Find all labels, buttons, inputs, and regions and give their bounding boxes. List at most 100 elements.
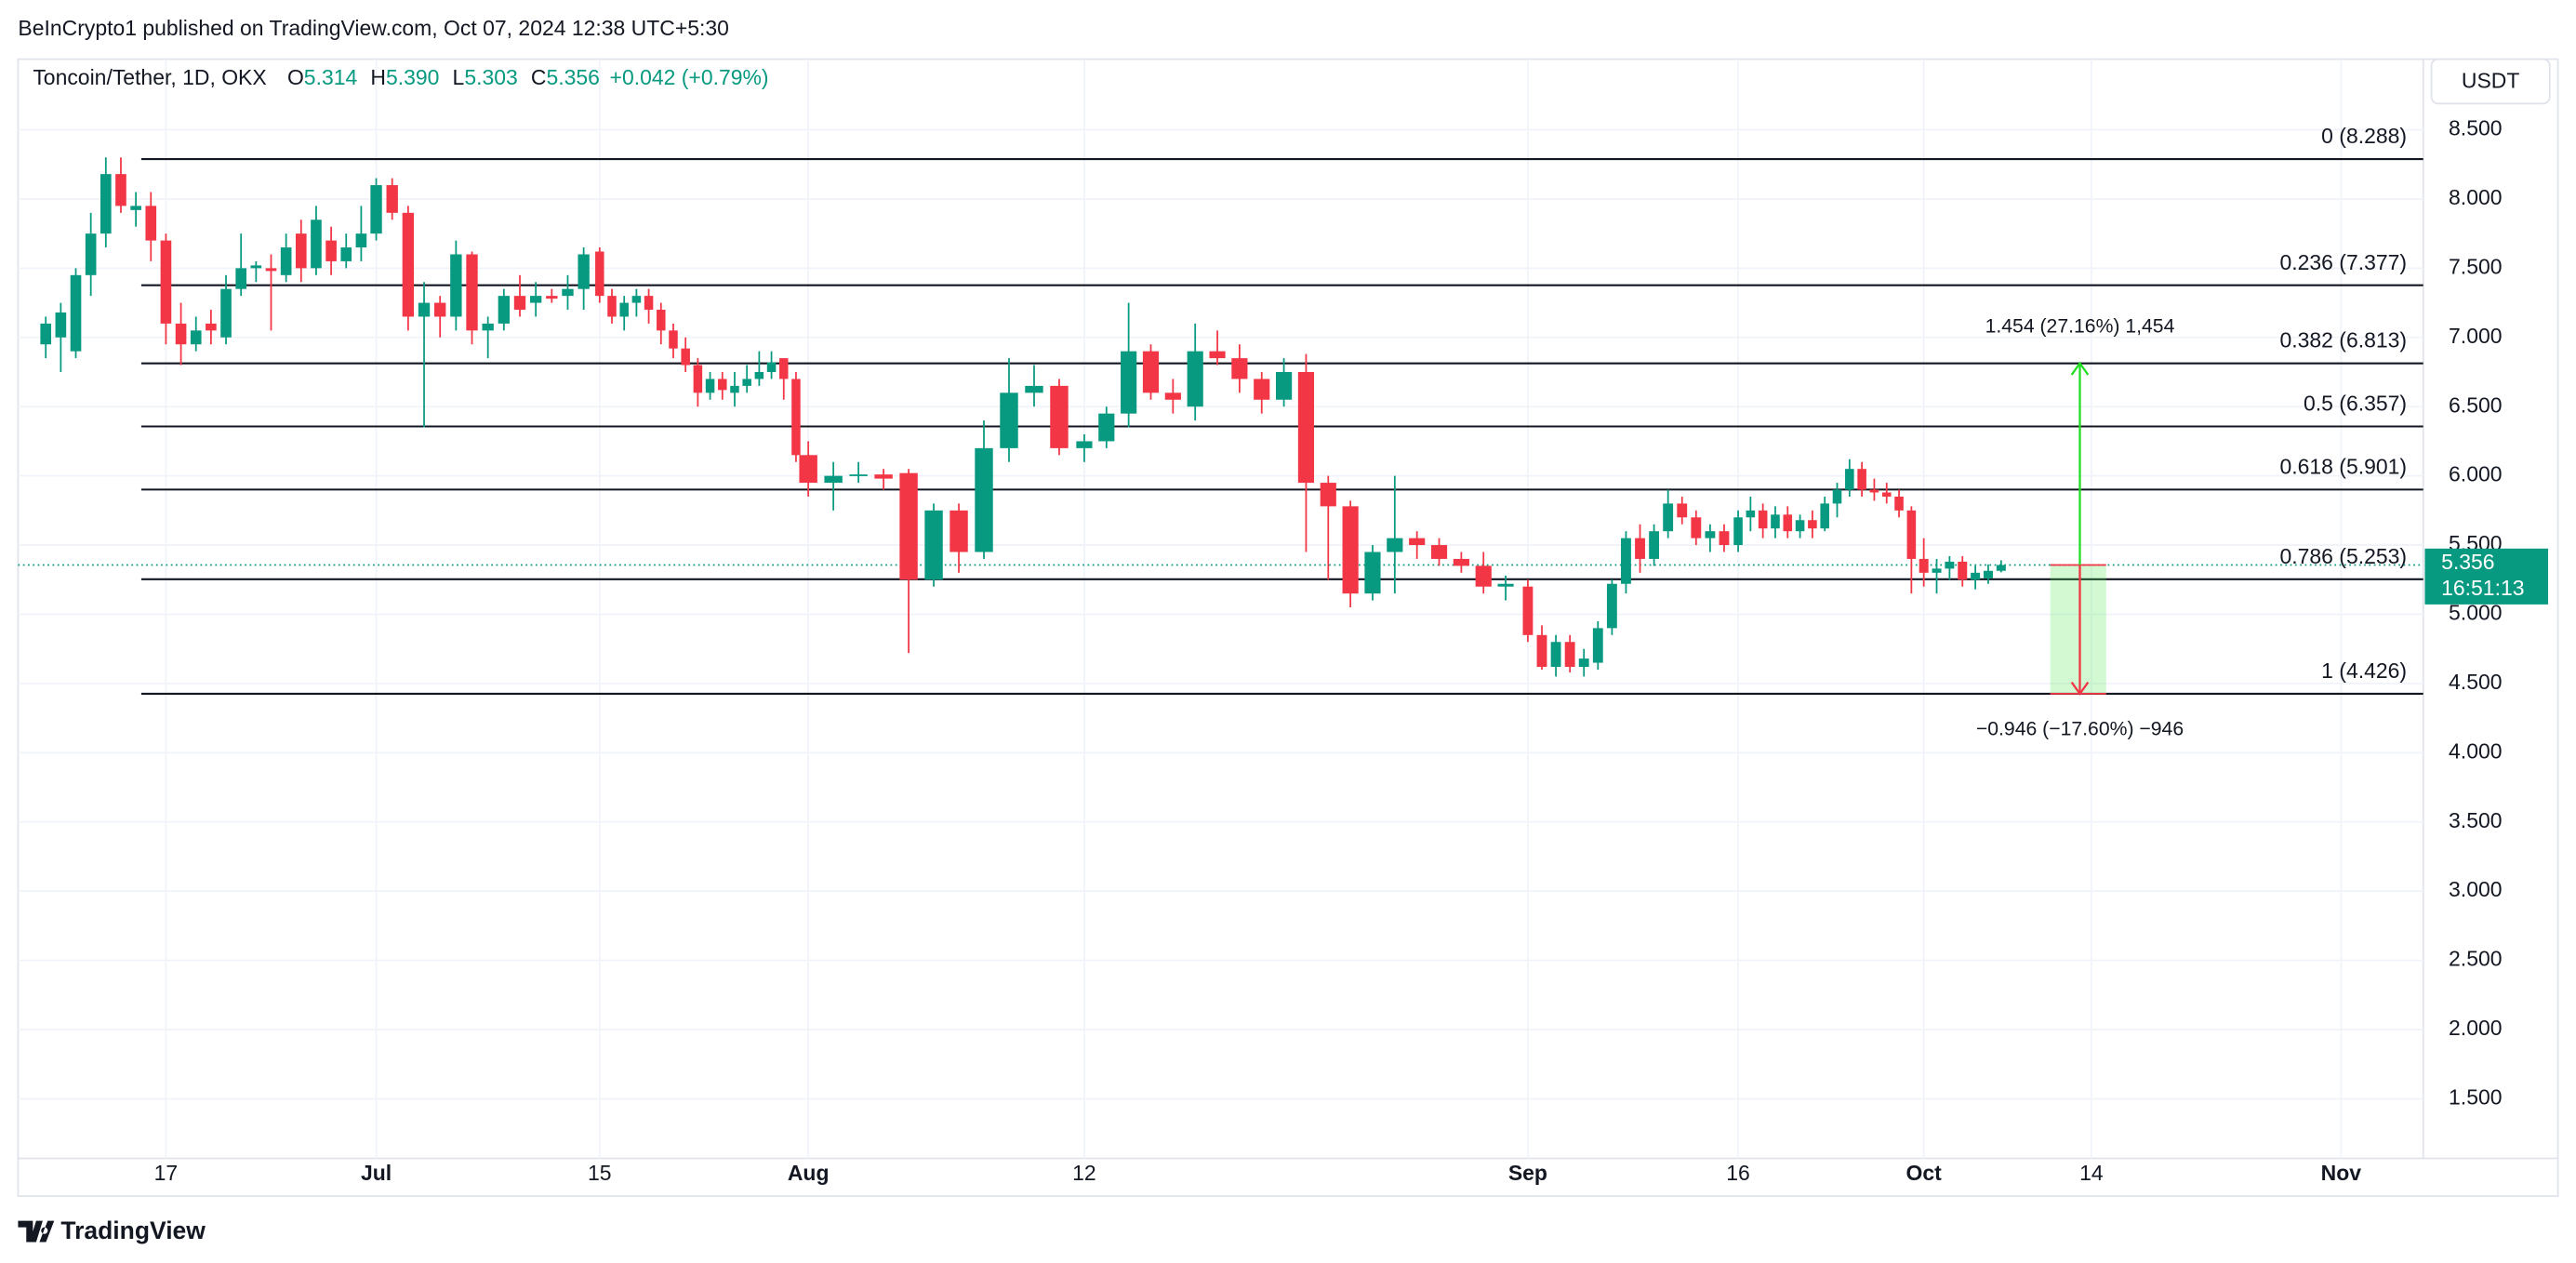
y-tick-label: 3.000 xyxy=(2449,877,2502,901)
candle-body xyxy=(1592,628,1603,663)
candle-body xyxy=(1187,351,1203,407)
candle-body xyxy=(619,302,629,317)
fib-label: 0.5 (6.357) xyxy=(2304,392,2407,416)
candle-body xyxy=(1275,372,1293,400)
legend: Toncoin/Tether, 1D, OKX O5.314 H5.390 L5.3… xyxy=(33,65,768,89)
candle-body xyxy=(1342,506,1359,594)
candle-body xyxy=(1297,372,1315,484)
fib-label: 0.382 (6.813) xyxy=(2279,328,2407,352)
candle-body xyxy=(250,265,262,269)
candle-body xyxy=(754,372,764,379)
candle-body xyxy=(1564,642,1575,668)
candle-body xyxy=(1983,570,1993,578)
candle-body xyxy=(1919,558,1929,573)
candle-body xyxy=(55,312,67,338)
candle-body xyxy=(1209,351,1226,359)
brand: TradingView xyxy=(60,1216,206,1244)
candle-body xyxy=(529,296,542,303)
candle-body xyxy=(1771,514,1780,529)
x-tick-label: 15 xyxy=(588,1161,612,1185)
candle-body xyxy=(355,233,367,248)
legend-value: 5.303 xyxy=(464,65,517,89)
candle-body xyxy=(1536,634,1547,668)
y-tick-label: 3.500 xyxy=(2449,808,2502,832)
candle-body xyxy=(1705,531,1716,538)
chart-frame xyxy=(17,58,2559,1197)
legend-key: L xyxy=(453,65,465,89)
candle-body xyxy=(975,447,993,552)
candle-body xyxy=(1635,538,1645,559)
candle-body xyxy=(370,185,382,234)
candle-body xyxy=(607,296,617,317)
candle-body xyxy=(1578,658,1589,668)
fib-label: 0.786 (5.253) xyxy=(2279,544,2407,568)
fib-retracement: 0 (8.288) 0.236 (7.377) 0.382 (6.813) 0.5 (… xyxy=(18,124,2423,695)
candle-body xyxy=(1733,517,1743,546)
legend-change: +0.042 (+0.79%) xyxy=(610,65,769,89)
candle-body xyxy=(1746,510,1756,518)
x-tick-label: 14 xyxy=(2079,1161,2104,1185)
fib-label: 0.236 (7.377) xyxy=(2279,250,2407,274)
fib-label: 1 (4.426) xyxy=(2321,658,2407,683)
currency-box[interactable] xyxy=(2430,58,2551,105)
y-tick-label: 1.500 xyxy=(2449,1085,2502,1110)
countdown-label: 16:51:13 xyxy=(2441,576,2524,600)
candle-body xyxy=(799,455,817,484)
down-arrow-head xyxy=(2070,681,2090,696)
candle-body xyxy=(1121,351,1137,414)
y-tick-label: 8.500 xyxy=(2449,116,2502,140)
candle-body xyxy=(1050,385,1069,448)
candle-body xyxy=(1550,642,1561,668)
candle-body xyxy=(657,310,666,331)
down-label: −0.946 (−17.60%) −946 xyxy=(1976,718,2184,739)
candle-body xyxy=(705,379,715,393)
candle-body xyxy=(1857,469,1866,490)
x-tick-label: 12 xyxy=(1072,1161,1096,1185)
candle-body xyxy=(1649,531,1660,559)
candle-body xyxy=(766,362,777,373)
candle-body xyxy=(595,251,604,297)
candle-body xyxy=(418,302,431,317)
y-tick-label: 7.500 xyxy=(2449,254,2502,278)
candle-body xyxy=(562,288,574,297)
candle-body xyxy=(1522,586,1534,635)
candle-body xyxy=(100,174,112,234)
candle-body xyxy=(1025,385,1043,393)
candle-body xyxy=(669,330,678,349)
x-tick-label: Jul xyxy=(361,1161,392,1185)
candle-body xyxy=(1894,496,1904,511)
candle-body xyxy=(1475,565,1492,587)
candle-body xyxy=(1996,565,2006,571)
candle-body xyxy=(1808,520,1817,529)
candle-body xyxy=(1691,517,1702,538)
candle-body xyxy=(434,302,446,317)
candle-body xyxy=(235,268,246,289)
last-price-box xyxy=(2424,548,2548,605)
candle-body xyxy=(1795,520,1805,532)
candle-body xyxy=(1677,503,1688,518)
fib-label: 0.618 (5.901) xyxy=(2279,454,2407,478)
candle-body xyxy=(1932,568,1942,573)
candle-body xyxy=(1621,538,1631,584)
y-tick-label: 4.500 xyxy=(2449,670,2502,694)
candle-body xyxy=(160,240,172,324)
y-tick-label: 7.000 xyxy=(2449,324,2502,348)
up-arrow-head xyxy=(2070,361,2090,376)
currency[interactable]: USDT xyxy=(2462,68,2519,92)
candle-body xyxy=(949,510,968,552)
candle-body xyxy=(578,254,590,289)
candle-body xyxy=(130,206,141,210)
candle-body xyxy=(513,296,526,311)
candle-body xyxy=(1000,392,1018,448)
candle-body xyxy=(1320,483,1336,507)
candle-body xyxy=(498,296,511,324)
candle-body xyxy=(1971,572,1981,580)
candle-body xyxy=(206,323,217,331)
y-tick-label: 2.500 xyxy=(2449,947,2502,971)
legend-key: O xyxy=(287,65,304,89)
candle-body xyxy=(1758,510,1768,529)
last-price-label: 5.356 xyxy=(2441,550,2494,574)
candle-body xyxy=(220,288,232,338)
